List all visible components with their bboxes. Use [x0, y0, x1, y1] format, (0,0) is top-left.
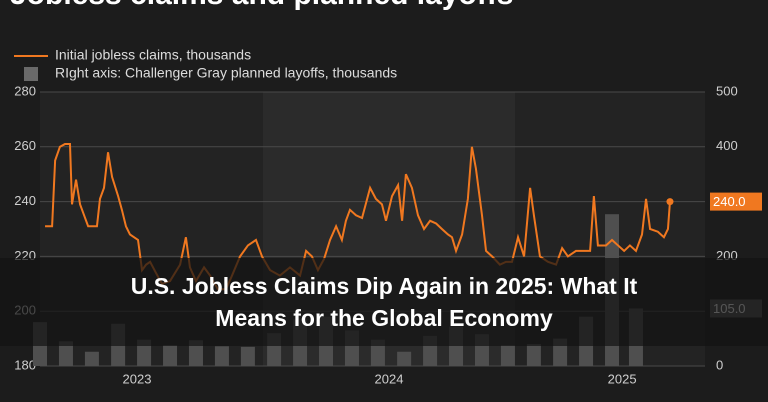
- headline-banner: U.S. Jobless Claims Dip Again in 2025: W…: [0, 258, 768, 346]
- y-tick-label: 240: [14, 193, 36, 208]
- bar: [84, 351, 99, 366]
- value-badge-label: 240.0: [713, 194, 746, 209]
- bar: [240, 346, 255, 366]
- bar: [500, 345, 515, 366]
- bar: [370, 339, 385, 366]
- bar: [214, 346, 229, 366]
- bar: [58, 341, 73, 366]
- chart-title: Jobless claims and planned layoffs: [10, 0, 514, 11]
- legend-label: RIght axis: Challenger Gray planned layo…: [55, 65, 397, 81]
- bar: [137, 339, 152, 366]
- y2-tick-label: 400: [716, 138, 738, 153]
- bar: [397, 351, 412, 366]
- y2-tick-label: 500: [716, 83, 738, 98]
- bar: [188, 340, 203, 366]
- legend-swatch: [24, 67, 38, 81]
- headline: Means for the Global Economy: [215, 305, 553, 331]
- legend-label: Initial jobless claims, thousands: [55, 47, 251, 63]
- line: [45, 143, 671, 291]
- y2-tick-label: 0: [716, 357, 723, 372]
- y-tick-label: 180: [14, 357, 36, 372]
- x-tick-label: 2025: [608, 371, 637, 386]
- x-tick-label: 2023: [123, 371, 152, 386]
- x-tick-label: 2024: [375, 371, 404, 386]
- value-badge: [710, 192, 762, 211]
- y-tick-label: 260: [14, 138, 36, 153]
- headline: U.S. Jobless Claims Dip Again in 2025: W…: [130, 273, 638, 299]
- bar: [526, 344, 541, 366]
- end-point: [666, 198, 674, 206]
- y-tick-label: 280: [14, 83, 36, 98]
- bar: [163, 345, 178, 366]
